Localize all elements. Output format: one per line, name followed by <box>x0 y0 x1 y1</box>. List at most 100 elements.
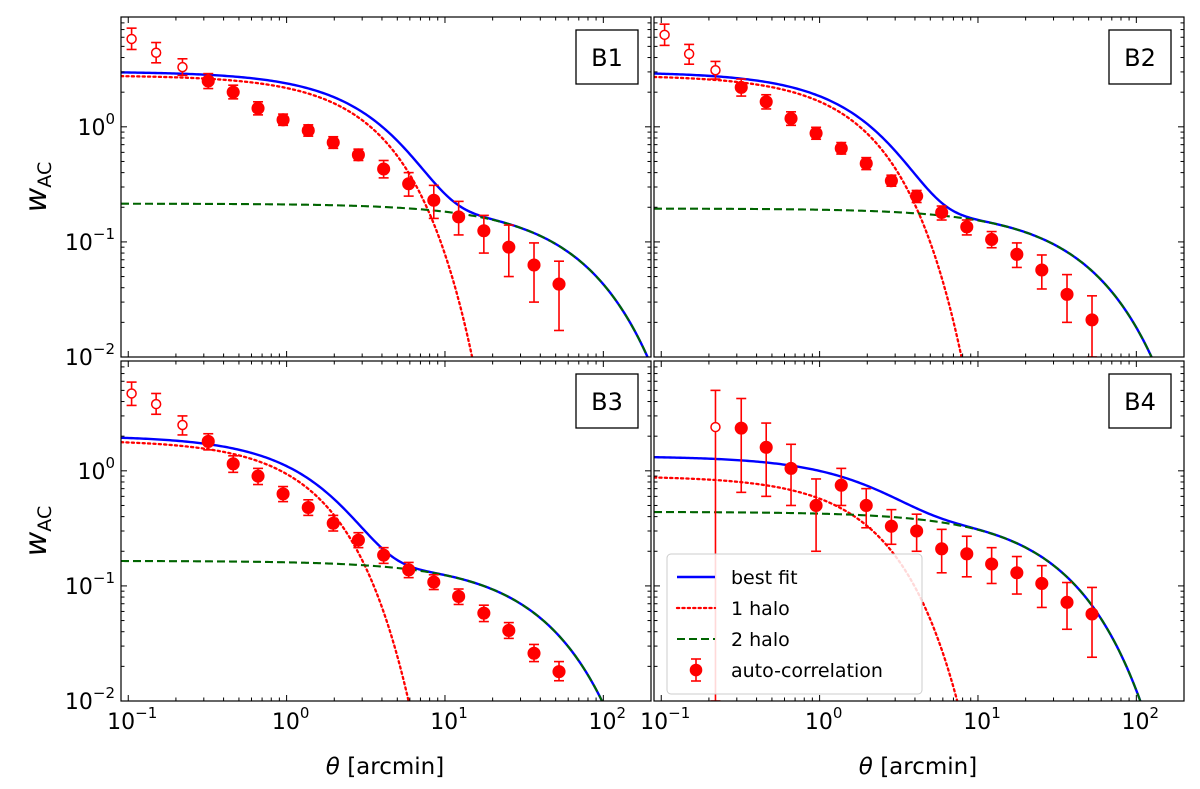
panel-b1-marker <box>477 224 491 238</box>
ylabel-top-sub: AC <box>34 162 56 188</box>
panel-b3-marker <box>251 469 265 483</box>
panel-b1-ytick-label: 10−2 <box>65 340 115 371</box>
panel-b1-marker-open <box>126 33 137 45</box>
xlabel-left-symbol: θ <box>326 754 340 780</box>
panel-b3-marker <box>201 434 215 448</box>
panel-b4-xtick-label-exp: 0 <box>833 704 843 722</box>
panel-b1-marker <box>201 74 215 88</box>
xlabel-right: θ [arcmin] <box>859 754 977 780</box>
panel-b3-data-point <box>552 660 566 682</box>
panel-b3-ytick-label-exp: −1 <box>93 569 115 587</box>
panel-b4-marker <box>1060 595 1074 609</box>
legend-box <box>666 553 923 695</box>
panel-b3-ytick-label: 10−1 <box>65 569 115 600</box>
panel-b1-two-halo-curve <box>121 202 649 357</box>
panel-b2-marker <box>1085 313 1099 327</box>
panel-b1-data-point <box>351 148 365 162</box>
panel-b1-marker <box>402 177 416 191</box>
panel-b4-data-point <box>935 528 949 574</box>
panel-b3-xtick-label-base: 10 <box>430 710 458 735</box>
legend-label: auto-correlation <box>731 660 883 682</box>
panel-b4-marker <box>734 421 748 435</box>
panel-b2-data-point <box>935 205 949 221</box>
panel-b1-data-point <box>326 135 340 150</box>
panel-b2-data-point <box>910 189 924 204</box>
panel-b3-marker-open <box>126 388 137 399</box>
panel-b1-marker <box>351 148 365 162</box>
panel-b2-data-point <box>683 43 695 66</box>
panel-b4-marker <box>1035 576 1049 591</box>
panel-b3-label: B3 <box>591 388 623 416</box>
panel-b2-data-point <box>1060 273 1074 324</box>
panel-b3-data-point <box>477 604 491 623</box>
panel-b3-ytick-label: 10−2 <box>65 684 115 715</box>
panel-b1-ytick-label-base: 10 <box>65 346 93 371</box>
panel-b4-data-point <box>910 513 924 553</box>
panel-b2-data-point <box>1010 242 1024 269</box>
panel-b4-marker <box>834 478 848 492</box>
panel-b1-ytick-label-exp: −1 <box>93 225 115 243</box>
legend-entry-0: best fit <box>677 567 798 589</box>
panel-b3-marker <box>226 457 240 471</box>
panel-b4-xtick-label-base: 10 <box>963 710 991 735</box>
panel-b4-xtick-label-base: 10 <box>640 710 668 735</box>
panel-b4-xtick-label: 102 <box>1122 704 1160 735</box>
panel-b3-marker-open <box>177 419 188 431</box>
panel-b2-marker <box>1010 247 1024 261</box>
panel-b4-xtick-label: 100 <box>805 704 843 735</box>
legend-entry-2: 2 halo <box>677 629 790 651</box>
panel-b2-label-box <box>1108 29 1172 85</box>
panel-b4-xtick-label-base: 10 <box>805 710 833 735</box>
panel-b3-marker <box>452 589 466 603</box>
ylabel-bottom-sub: AC <box>34 506 56 532</box>
panel-b3-xtick-label-base: 10 <box>272 710 300 735</box>
xlabel-right-space <box>873 754 880 780</box>
panel-b1-frame <box>120 16 652 358</box>
panel-b4-data-point <box>1085 586 1099 659</box>
legend-entry-3: auto-correlation <box>689 658 883 682</box>
panel-b4-marker-open <box>710 421 721 433</box>
legend-label: 2 halo <box>731 629 790 651</box>
panel-b4-xtick-label-exp: 2 <box>1150 704 1160 722</box>
panel-b3-data-point <box>377 546 391 565</box>
panel-b2-marker-open <box>683 48 695 60</box>
panel-b1-marker <box>276 113 290 127</box>
panel-b4-data-point <box>1060 581 1074 631</box>
panel-b3-ytick-label-exp: −2 <box>93 684 115 702</box>
panel-b1-ytick-label-exp: −2 <box>93 340 115 358</box>
panel-b3-marker <box>276 487 290 501</box>
panel-b4-data-point <box>834 467 848 507</box>
panel-b4-xtick-label-exp: 1 <box>991 704 1001 722</box>
panel-b2-marker <box>784 111 798 126</box>
panel-b2-one-halo-curve <box>654 75 963 357</box>
panel-b2-data-point <box>834 141 848 155</box>
panel-b3-data-point <box>351 531 365 549</box>
panel-b1-data-point <box>226 84 240 100</box>
panel-b4-marker <box>884 519 898 533</box>
panel-b3-data-point <box>251 467 265 486</box>
panel-b1-marker <box>301 123 315 137</box>
panel-b1-marker <box>552 277 566 291</box>
panel-b4-marker <box>859 498 873 513</box>
xlabel-right-symbol: θ <box>859 754 873 780</box>
panel-b1-label-box <box>575 29 639 85</box>
panel-b1-data-point <box>427 184 441 220</box>
panel-b4-data-point <box>784 443 798 507</box>
panel-b3-marker <box>427 575 441 589</box>
panel-b3-marker <box>477 606 491 620</box>
panel-b2-marker <box>910 189 924 203</box>
panel-b4-marker <box>784 461 798 475</box>
panel-b3-ytick-label-base: 10 <box>65 575 93 600</box>
panel-b1-ytick-label-exp: 0 <box>105 110 115 128</box>
panel-b3-data-point <box>402 561 416 579</box>
legend-entry-1: 1 halo <box>675 598 790 620</box>
panel-b3-two-halo-curve <box>121 559 604 701</box>
panel-b4-data-point <box>1035 564 1049 609</box>
panel-b2-data-point <box>1085 295 1099 357</box>
panel-b2-marker-open <box>710 65 721 76</box>
panel-b2-marker <box>809 126 823 140</box>
panel-b4-marker <box>935 542 949 556</box>
panel-b3-xtick-label-exp: 1 <box>458 704 468 722</box>
panel-b2-plot-area <box>654 23 1153 357</box>
